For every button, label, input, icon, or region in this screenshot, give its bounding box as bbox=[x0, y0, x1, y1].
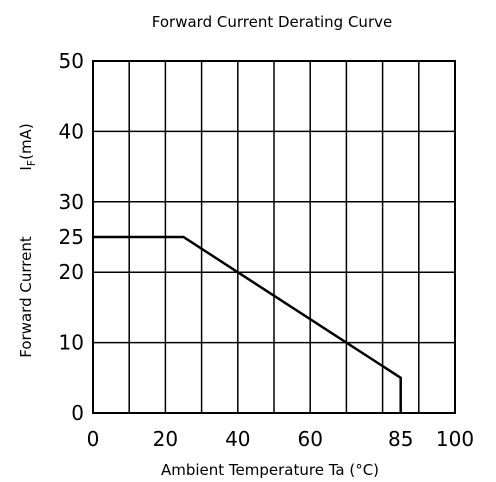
y-tick-label: 30 bbox=[59, 190, 84, 214]
y-axis-unit-label: IF(mA) bbox=[17, 123, 38, 170]
y-tick-label: 50 bbox=[59, 49, 84, 73]
x-tick-labels: 0 20 40 60 85 100 bbox=[87, 427, 474, 451]
y-tick-label: 25 bbox=[59, 225, 84, 249]
x-tick-label: 100 bbox=[436, 427, 474, 451]
y-axis-label: Forward Current bbox=[17, 236, 35, 358]
derating-curve bbox=[93, 235, 402, 413]
x-tick-label: 0 bbox=[87, 427, 100, 451]
chart-title: Forward Current Derating Curve bbox=[152, 13, 392, 31]
y-axis-symbol: I bbox=[17, 166, 35, 170]
x-tick-label: 40 bbox=[225, 427, 250, 451]
y-axis-unit: (mA) bbox=[17, 123, 35, 160]
y-tick-label: 10 bbox=[59, 331, 84, 355]
x-tick-label: 85 bbox=[388, 427, 413, 451]
y-tick-label: 20 bbox=[59, 260, 84, 284]
x-tick-label: 60 bbox=[297, 427, 322, 451]
x-tick-label: 20 bbox=[153, 427, 178, 451]
grid bbox=[93, 61, 455, 413]
x-axis-label: Ambient Temperature Ta (°C) bbox=[161, 461, 379, 479]
y-tick-labels: 0 10 20 25 30 40 50 bbox=[59, 49, 84, 425]
y-tick-label: 0 bbox=[71, 401, 84, 425]
y-axis-subscript: F bbox=[25, 160, 38, 166]
y-tick-label: 40 bbox=[59, 119, 84, 143]
